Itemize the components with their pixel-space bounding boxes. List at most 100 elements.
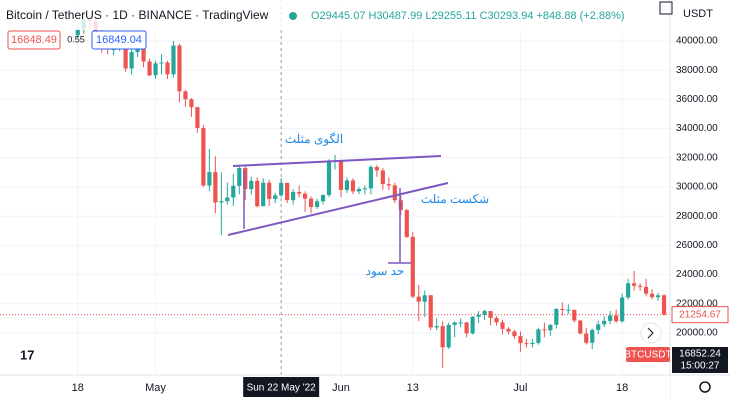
crosshair-label-bg xyxy=(243,377,320,397)
candle-body xyxy=(649,293,655,298)
candle-body xyxy=(171,45,176,75)
candle-body xyxy=(273,195,278,199)
symbol-tag: BTCUSDT xyxy=(624,350,671,361)
maximize-icon[interactable] xyxy=(659,1,673,15)
candle-body xyxy=(566,309,571,311)
candle-body xyxy=(356,189,362,192)
candle-body xyxy=(338,160,344,190)
annotation: حد سود xyxy=(366,264,405,278)
symbol-tag-bg xyxy=(626,347,670,362)
candle-body xyxy=(255,180,260,207)
candle-body xyxy=(554,309,559,325)
live-price-bg xyxy=(672,347,728,373)
candle-body xyxy=(291,192,296,201)
candle-body xyxy=(476,315,481,317)
x-tick-label: Jul xyxy=(513,382,527,394)
x-tick-label: May xyxy=(145,382,166,394)
candle-body xyxy=(320,195,326,202)
ohlc-legend: O29445.07 H30487.99 L29255.11 C30293.94 … xyxy=(311,10,625,22)
scroll-button[interactable] xyxy=(640,322,662,344)
candle-body xyxy=(512,331,517,337)
candle-body xyxy=(440,326,445,348)
x-tick-label: 18 xyxy=(72,382,84,394)
symbol-title: Bitcoin / TetherUS · 1D · BINANCE · Trad… xyxy=(6,8,269,22)
candle-body xyxy=(655,295,661,298)
candle-body xyxy=(482,311,487,316)
candle-body xyxy=(243,168,248,190)
last-price-bg xyxy=(671,306,729,324)
candle-body xyxy=(123,34,128,69)
candle-body xyxy=(404,210,409,237)
candle-body xyxy=(219,201,224,203)
x-tick-label: 18 xyxy=(616,382,628,394)
candle-body xyxy=(518,336,523,344)
candle-body xyxy=(434,326,439,328)
price-tags: BTCUSDT 16852.24 15:00:27 xyxy=(624,347,728,373)
candle-body xyxy=(231,185,236,198)
candle-body xyxy=(506,328,511,332)
y-tick-label: 38000.00 xyxy=(676,65,718,76)
status-dot xyxy=(289,12,297,20)
candle-body xyxy=(153,63,158,76)
candle-body xyxy=(632,283,637,286)
triangle-bottom-line xyxy=(227,182,449,236)
candle-body xyxy=(368,166,373,189)
candle-body xyxy=(165,62,170,75)
candle-body xyxy=(572,309,577,321)
candle-body xyxy=(237,168,242,186)
candle-body xyxy=(578,320,583,334)
candle-body xyxy=(470,316,475,334)
candle-body xyxy=(458,322,463,324)
candle-body xyxy=(183,91,188,100)
candle-body xyxy=(326,161,332,196)
candle-body xyxy=(285,182,290,201)
candle-body xyxy=(446,324,451,348)
candle-body xyxy=(225,197,230,202)
y-tick-label: 24000.00 xyxy=(676,269,718,280)
buy-box[interactable] xyxy=(91,30,147,50)
candle-body xyxy=(416,296,421,302)
candle-body xyxy=(267,182,272,199)
annotation: شکست مثلث xyxy=(421,192,489,206)
time-axis xyxy=(0,375,670,400)
candle-body xyxy=(488,311,493,318)
y-tick-label: 22000.00 xyxy=(676,298,718,309)
candle-body xyxy=(159,62,164,64)
candle-body xyxy=(195,107,200,129)
candle-body xyxy=(637,285,643,287)
candle-body xyxy=(643,286,649,294)
candle-body xyxy=(590,329,595,343)
candle-body xyxy=(428,295,433,328)
candle-body xyxy=(536,329,541,343)
candle-body xyxy=(608,315,613,321)
x-tick-label: 13 xyxy=(407,382,419,394)
candle-body xyxy=(111,49,116,51)
candle-body xyxy=(177,45,182,92)
header-bg xyxy=(0,0,665,30)
candle-body xyxy=(308,198,314,207)
candle-body xyxy=(614,315,619,322)
settings-icon[interactable] xyxy=(699,381,711,393)
candle-body xyxy=(189,99,194,108)
y-tick-label: 36000.00 xyxy=(676,94,718,105)
axis-labels: 20000.00 22000.00 24000.00 26000.00 28000.00… xyxy=(72,36,729,397)
candle-body xyxy=(410,236,415,297)
candle-body xyxy=(344,180,350,190)
candle-body xyxy=(422,295,427,302)
sell-box[interactable] xyxy=(7,30,61,50)
y-tick-label: 32000.00 xyxy=(676,152,718,163)
candle-body xyxy=(560,309,565,311)
candle-body xyxy=(398,200,403,211)
candle-body xyxy=(602,320,607,325)
y-tick-label: 20000.00 xyxy=(676,328,718,339)
y-tick-label: 28000.00 xyxy=(676,211,718,222)
candle-body xyxy=(596,324,601,330)
candle-body xyxy=(362,188,368,190)
last-price: 21254.67 xyxy=(679,309,721,320)
ask: 16849.04 xyxy=(96,34,142,46)
candle-body xyxy=(584,333,589,343)
candle-body xyxy=(141,44,146,62)
currency: USDT xyxy=(683,8,713,20)
